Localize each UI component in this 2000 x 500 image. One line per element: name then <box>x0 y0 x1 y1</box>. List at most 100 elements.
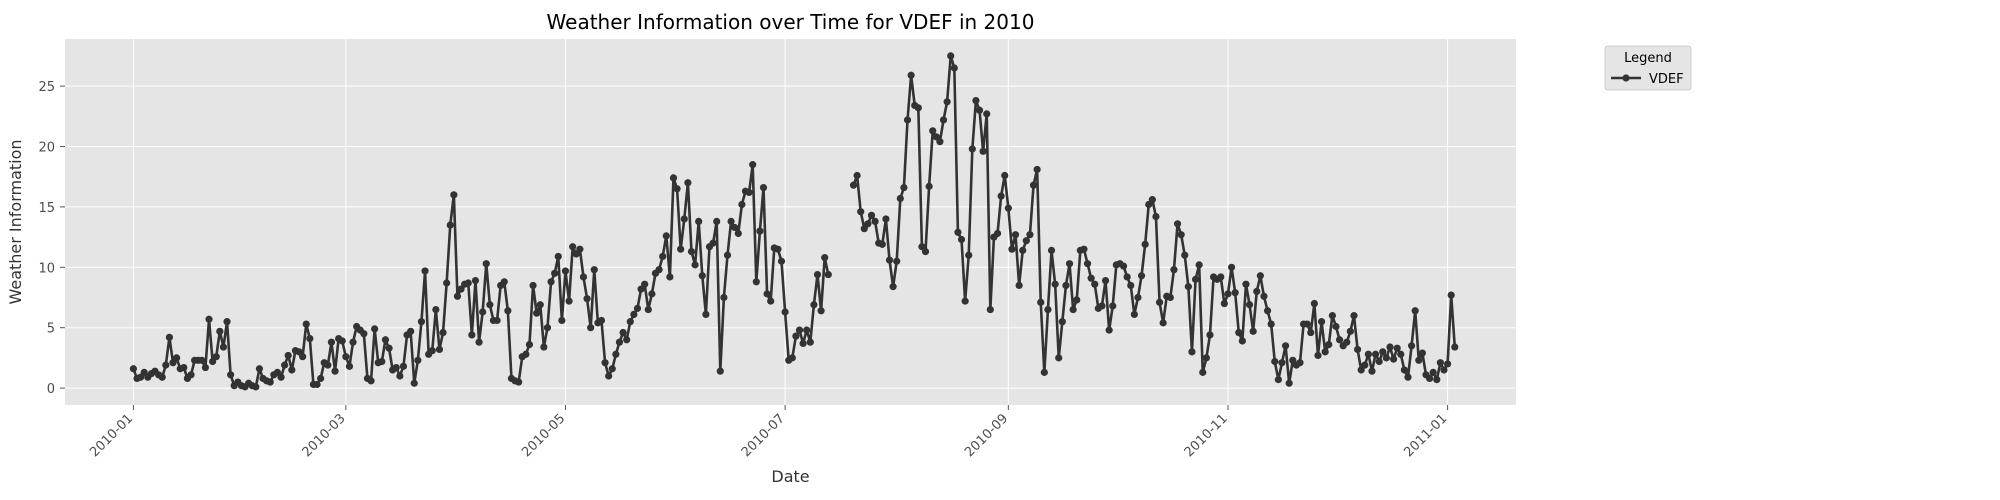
data-point <box>1004 204 1012 212</box>
data-point <box>597 316 606 325</box>
data-point <box>551 269 559 277</box>
y-tick-label: 10 <box>38 261 55 276</box>
data-point <box>601 359 609 367</box>
data-point <box>669 174 678 182</box>
data-point <box>1350 312 1358 320</box>
data-point <box>1303 320 1311 328</box>
data-point <box>1080 245 1088 253</box>
data-point <box>727 217 735 225</box>
data-point <box>943 98 951 106</box>
data-point <box>482 260 490 268</box>
data-point <box>1256 272 1264 280</box>
data-point <box>540 343 548 351</box>
data-point <box>1263 307 1272 315</box>
y-tick-label: 15 <box>38 201 55 216</box>
data-point <box>1227 263 1236 271</box>
data-point <box>659 252 667 261</box>
data-point <box>972 97 980 105</box>
data-point <box>529 281 537 290</box>
data-point <box>414 356 422 364</box>
data-point <box>680 215 688 223</box>
data-point <box>1364 350 1372 358</box>
data-point <box>432 305 440 314</box>
data-point <box>522 350 530 358</box>
data-point <box>1195 261 1203 269</box>
data-point <box>612 350 620 358</box>
data-point <box>1199 368 1207 376</box>
data-point <box>536 301 544 309</box>
data-point <box>756 227 764 235</box>
data-point <box>763 290 771 298</box>
data-point <box>342 353 350 361</box>
data-point <box>1296 359 1304 367</box>
data-point <box>738 200 746 209</box>
data-point <box>515 378 523 386</box>
data-point <box>450 191 458 199</box>
data-point <box>255 365 264 373</box>
data-point <box>428 347 436 355</box>
data-point <box>1285 379 1293 387</box>
data-point <box>1328 312 1336 320</box>
data-point <box>1166 293 1174 302</box>
data-point <box>623 336 631 344</box>
x-tick-label: 2010-03 <box>300 411 349 460</box>
data-point <box>1307 328 1315 337</box>
data-point <box>219 343 228 351</box>
data-point <box>201 363 210 372</box>
data-point <box>1058 318 1066 326</box>
series-layer <box>129 52 1459 391</box>
data-point <box>849 181 858 189</box>
data-point <box>734 229 742 238</box>
data-point <box>1433 376 1441 384</box>
data-point <box>1368 367 1376 375</box>
data-point <box>1062 281 1070 290</box>
data-point <box>1393 344 1401 352</box>
data-point <box>709 239 717 247</box>
data-point <box>900 183 908 192</box>
data-point <box>1418 349 1426 357</box>
data-point <box>421 267 429 275</box>
data-point <box>1001 171 1009 180</box>
data-point <box>1325 341 1333 349</box>
data-point <box>788 354 796 362</box>
data-point <box>1249 327 1257 335</box>
data-point <box>993 229 1002 238</box>
data-point <box>1101 276 1110 285</box>
data-point <box>1335 336 1344 344</box>
data-point <box>1443 360 1452 368</box>
data-point <box>443 279 451 287</box>
data-point <box>824 270 832 279</box>
data-point <box>1235 328 1243 337</box>
data-point <box>561 267 570 275</box>
data-point <box>1152 212 1160 221</box>
data-point <box>626 318 634 326</box>
data-point <box>986 305 994 314</box>
legend-marker-swatch <box>1622 74 1630 82</box>
data-point <box>687 247 696 256</box>
data-point <box>590 266 598 274</box>
data-point <box>1353 345 1362 354</box>
data-point <box>1008 245 1016 253</box>
data-point <box>1155 298 1164 306</box>
data-point <box>1397 350 1405 358</box>
data-point <box>435 345 444 354</box>
data-point <box>641 280 649 288</box>
data-point <box>1224 290 1232 298</box>
data-point <box>583 295 591 303</box>
data-point <box>1386 343 1394 351</box>
data-point <box>277 373 285 381</box>
y-tick-label: 25 <box>38 80 55 95</box>
data-point <box>936 138 944 146</box>
data-point <box>644 305 652 314</box>
data-point <box>486 301 494 309</box>
data-point <box>925 182 933 190</box>
data-point <box>857 208 865 216</box>
data-point <box>165 333 174 341</box>
data-point <box>954 228 962 236</box>
data-point <box>1148 196 1156 204</box>
data-point <box>677 245 685 253</box>
data-point <box>569 243 577 251</box>
data-point <box>1440 366 1448 374</box>
data-point <box>1109 302 1117 310</box>
